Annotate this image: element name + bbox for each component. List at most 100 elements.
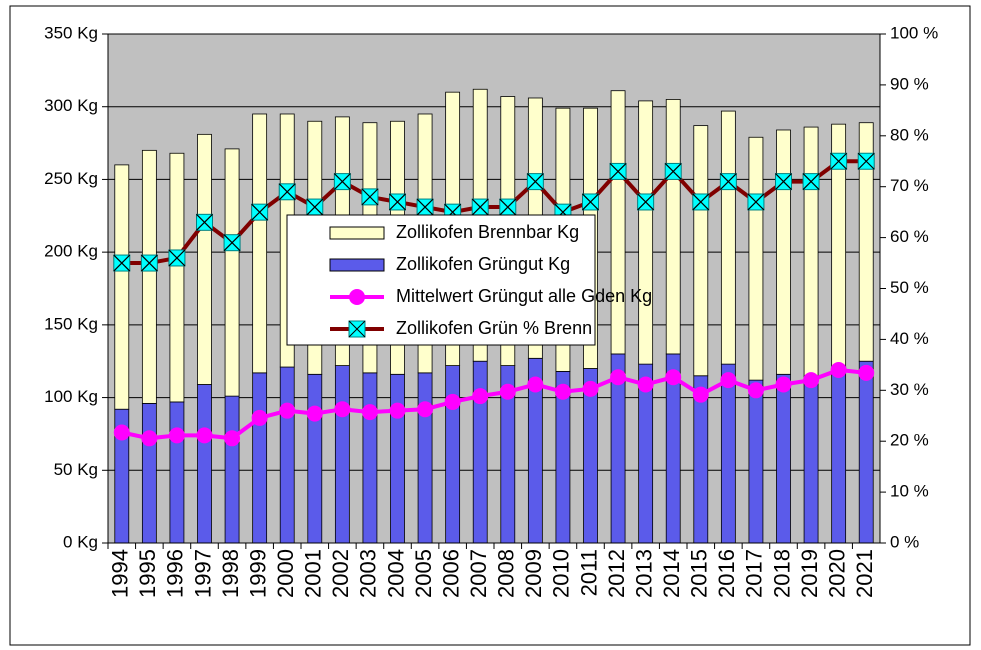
x-tick-label: 2013 — [631, 549, 656, 598]
marker-cross — [582, 193, 599, 211]
y2-tick-label: 20 % — [890, 431, 929, 450]
bar — [831, 368, 847, 544]
marker-cross — [830, 152, 848, 170]
marker-cross — [802, 173, 820, 191]
bar — [748, 379, 764, 544]
y-tick-label: 50 Kg — [54, 460, 98, 479]
bar — [141, 149, 157, 404]
marker-cross — [747, 193, 765, 211]
marker — [858, 364, 875, 381]
legend: Zollikofen Brennbar Kg Zollikofen Grüngut… — [286, 214, 652, 346]
marker — [747, 193, 765, 211]
bar — [610, 90, 626, 355]
marker — [444, 393, 461, 410]
marker — [168, 249, 186, 267]
bar — [224, 395, 240, 544]
marker — [665, 369, 682, 386]
marker — [719, 173, 737, 191]
bar — [803, 126, 819, 380]
marker — [361, 404, 378, 421]
y2-tick-label: 40 % — [890, 329, 929, 348]
x-tick-label: 2019 — [797, 549, 822, 598]
x-tick-label: 1999 — [245, 549, 270, 598]
marker-cross — [361, 188, 379, 206]
x-tick-label: 2010 — [549, 549, 574, 598]
bar — [803, 378, 819, 544]
bar — [362, 372, 378, 544]
legend-label: Zollikofen Grüngut Kg — [396, 254, 570, 274]
bar — [720, 363, 736, 544]
bar — [665, 99, 681, 355]
x-tick-label: 2004 — [383, 549, 408, 598]
marker — [609, 162, 627, 180]
bar — [114, 164, 130, 410]
marker-cross — [719, 173, 737, 191]
marker — [637, 376, 654, 393]
marker — [582, 193, 599, 211]
marker — [857, 152, 875, 170]
bar — [279, 366, 295, 544]
marker-cross — [471, 198, 489, 216]
marker — [333, 173, 351, 191]
y-tick-label: 350 Kg — [44, 23, 98, 42]
bar — [445, 365, 461, 544]
marker-cross — [278, 183, 296, 201]
x-tick-label: 1996 — [163, 549, 188, 598]
y2-tick-label: 60 % — [890, 227, 929, 246]
marker-cross — [389, 193, 406, 211]
x-tick-label: 1994 — [108, 549, 133, 598]
bar — [169, 401, 185, 544]
marker-cross — [499, 198, 517, 216]
bar — [858, 122, 874, 362]
line — [121, 367, 867, 441]
marker — [113, 254, 131, 272]
marker-cross — [637, 193, 655, 211]
y2-tick-label: 90 % — [890, 74, 929, 93]
x-tick-label: 2020 — [824, 549, 849, 598]
y2-tick-label: 30 % — [890, 380, 929, 399]
y2-tick-label: 0 % — [890, 532, 919, 551]
marker — [389, 402, 406, 419]
y2-tick-label: 50 % — [890, 278, 929, 297]
legend-swatch — [329, 226, 385, 240]
marker — [279, 402, 296, 419]
bar — [748, 136, 764, 381]
marker — [471, 198, 489, 216]
marker — [278, 183, 296, 201]
x-tick-label: 1995 — [135, 549, 160, 598]
bar — [224, 148, 240, 397]
marker — [803, 372, 820, 389]
marker — [526, 173, 544, 191]
x-tick-label: 2012 — [604, 549, 629, 598]
marker — [334, 401, 351, 418]
x-tick-label: 2017 — [742, 549, 767, 598]
marker-cross — [113, 254, 131, 272]
marker — [582, 380, 599, 397]
marker — [196, 427, 213, 444]
marker — [499, 383, 516, 400]
x-tick-label: 2005 — [411, 549, 436, 598]
marker — [168, 427, 185, 444]
bar — [252, 372, 268, 544]
x-tick-label: 2018 — [769, 549, 794, 598]
marker — [196, 213, 213, 231]
marker — [637, 193, 655, 211]
bar — [720, 110, 736, 365]
marker — [223, 234, 241, 252]
y-tick-label: 300 Kg — [44, 96, 98, 115]
marker — [692, 386, 709, 403]
marker — [830, 361, 847, 378]
marker-cross — [140, 254, 158, 272]
bar — [693, 125, 709, 377]
legend-label: Zollikofen Brennbar Kg — [396, 222, 579, 242]
x-tick-label: 2000 — [273, 549, 298, 598]
marker-cross — [196, 213, 213, 231]
x-tick-label: 2015 — [687, 549, 712, 598]
marker-cross — [333, 173, 351, 191]
marker — [416, 198, 434, 216]
marker-cross — [609, 163, 627, 180]
bar — [169, 152, 185, 403]
x-tick-label: 2021 — [852, 549, 877, 598]
bar — [197, 384, 212, 544]
